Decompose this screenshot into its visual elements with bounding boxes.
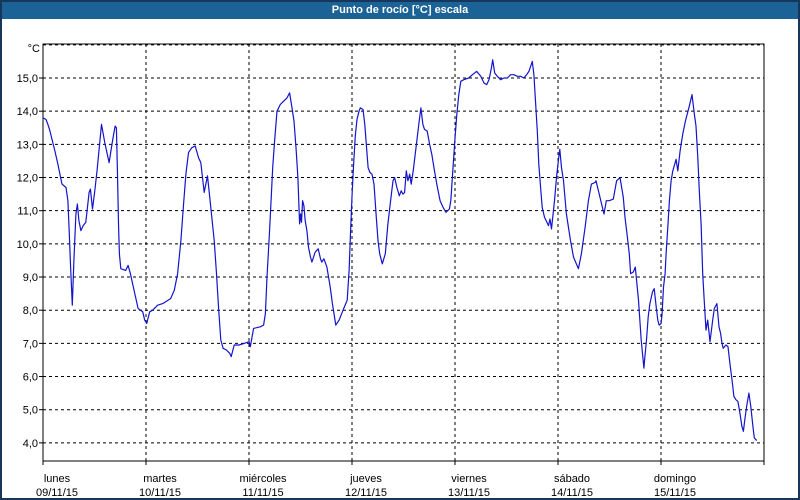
x-day-date-label: 12/11/15 xyxy=(345,487,387,499)
plot-border xyxy=(42,43,765,462)
x-day-name-label: miércoles xyxy=(239,473,287,485)
x-day-name-label: viernes xyxy=(451,473,487,485)
window-title-bar: Punto de rocío [°C] escala xyxy=(2,2,798,19)
y-tick-label: 8,0 xyxy=(23,305,38,317)
y-tick-label: 5,0 xyxy=(23,405,38,417)
x-day-date-label: 11/11/15 xyxy=(242,487,283,499)
x-day-date-label: 14/11/15 xyxy=(551,487,593,499)
y-tick-label: 7,0 xyxy=(23,338,38,350)
y-tick-label: 4,0 xyxy=(23,438,38,450)
x-day-name-label: domingo xyxy=(654,473,696,485)
x-day-name-label: lunes xyxy=(44,473,71,485)
x-day-date-label: 09/11/15 xyxy=(36,487,78,499)
chart-background xyxy=(2,19,798,498)
x-day-date-label: 10/11/15 xyxy=(139,487,181,499)
series-line-dew-point xyxy=(42,59,758,441)
x-day-name-label: martes xyxy=(143,473,177,485)
x-day-name-label: jueves xyxy=(349,473,382,485)
y-tick-label: 13,0 xyxy=(17,139,38,151)
y-tick-label: 14,0 xyxy=(17,106,38,118)
x-day-date-label: 13/11/15 xyxy=(448,487,490,499)
y-axis-unit-label: °C xyxy=(28,43,40,55)
y-tick-label: 6,0 xyxy=(23,372,38,384)
y-tick-label: 12,0 xyxy=(17,173,38,185)
y-tick-label: 10,0 xyxy=(17,239,38,251)
window-title: Punto de rocío [°C] escala xyxy=(331,4,469,16)
y-tick-label: 11,0 xyxy=(17,206,38,218)
y-tick-label: 9,0 xyxy=(23,272,38,284)
x-day-name-label: sábado xyxy=(554,473,590,485)
y-tick-label: 15,0 xyxy=(17,73,38,85)
x-day-date-label: 15/11/15 xyxy=(654,487,696,499)
